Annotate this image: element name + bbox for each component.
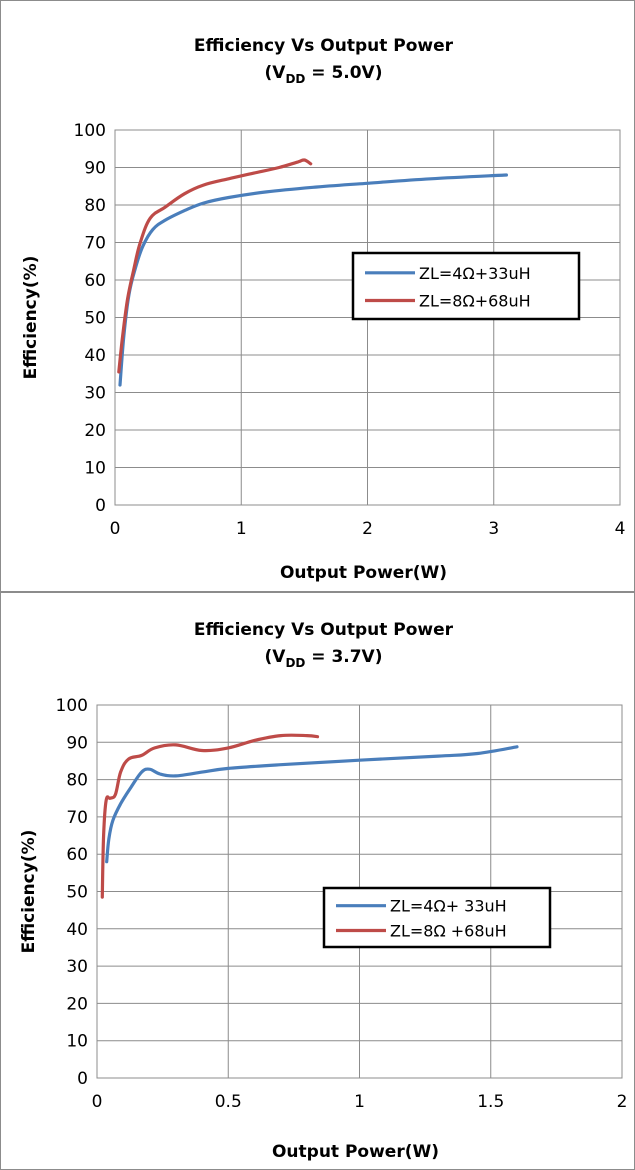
chart-subtitle: (VDD = 5.0V) — [265, 63, 383, 86]
x-tick-label: 1 — [354, 1092, 365, 1112]
x-tick-label: 0.5 — [215, 1092, 242, 1112]
chart-subtitle: (VDD = 3.7V) — [265, 647, 383, 670]
legend: ZL=4Ω+33uH ZL=8Ω+68uH — [351, 251, 581, 321]
legend-label-1: ZL=4Ω+33uH — [419, 264, 531, 283]
x-axis-title: Output Power(W) — [280, 563, 447, 583]
y-tick-label: 60 — [84, 271, 106, 291]
y-tick-label: 0 — [95, 496, 106, 516]
x-tick-label: 1 — [236, 519, 247, 539]
chart-panel-vdd-5v: Efficiency Vs Output Power (VDD = 5.0V) 0 1… — [0, 0, 635, 592]
efficiency-chart: Efficiency Vs Output Power (VDD = 5.0V) 0 1… — [21, 36, 626, 583]
legend-label-2: ZL=8Ω +68uH — [390, 921, 507, 940]
y-axis-title: Efficiency(%) — [19, 830, 39, 954]
x-tick-label: 2 — [362, 519, 373, 539]
y-tick-label: 80 — [84, 196, 106, 216]
y-tick-label: 70 — [66, 808, 88, 828]
chart-panel-vdd-3-7v: Efficiency Vs Output Power (VDD = 3.7V) 0 1… — [0, 592, 635, 1170]
y-tick-label: 100 — [56, 696, 88, 716]
series-line-1 — [105, 745, 519, 864]
efficiency-chart: Efficiency Vs Output Power (VDD = 3.7V) 0 1… — [19, 620, 628, 1162]
y-tick-label: 80 — [66, 771, 88, 791]
y-tick-label: 100 — [74, 121, 106, 141]
series-line-2 — [117, 158, 313, 374]
x-tick-label: 2 — [617, 1092, 628, 1112]
y-tick-label: 10 — [84, 459, 106, 479]
y-tick-label: 40 — [84, 346, 106, 366]
x-tick-label: 0 — [92, 1092, 103, 1112]
y-tick-label: 50 — [66, 883, 88, 903]
plot-area — [96, 704, 623, 1079]
y-tick-label: 0 — [77, 1069, 88, 1089]
chart-title: Efficiency Vs Output Power — [194, 620, 454, 640]
x-tick-label: 4 — [615, 519, 626, 539]
legend-box — [322, 886, 552, 949]
legend: ZL=4Ω+ 33uH ZL=8Ω +68uH — [322, 886, 552, 949]
y-axis-title: Efficiency(%) — [21, 256, 41, 380]
series-line-2 — [100, 733, 320, 899]
y-tick-label: 70 — [84, 234, 106, 254]
legend-label-2: ZL=8Ω+68uH — [419, 292, 531, 311]
plot-area — [114, 129, 621, 506]
legend-label-1: ZL=4Ω+ 33uH — [390, 897, 507, 916]
x-axis-title: Output Power(W) — [272, 1142, 439, 1162]
chart-title: Efficiency Vs Output Power — [194, 36, 454, 56]
legend-box — [351, 251, 581, 321]
x-tick-label: 0 — [110, 519, 121, 539]
y-tick-label: 10 — [66, 1032, 88, 1052]
y-tick-label: 20 — [84, 421, 106, 441]
y-tick-label: 90 — [84, 159, 106, 179]
y-tick-label: 50 — [84, 309, 106, 329]
y-tick-label: 60 — [66, 845, 88, 865]
x-tick-label: 1.5 — [477, 1092, 504, 1112]
y-tick-label: 30 — [66, 957, 88, 977]
y-tick-label: 40 — [66, 920, 88, 940]
x-tick-label: 3 — [488, 519, 499, 539]
y-tick-label: 20 — [66, 994, 88, 1014]
y-tick-label: 30 — [84, 384, 106, 404]
y-tick-label: 90 — [66, 733, 88, 753]
